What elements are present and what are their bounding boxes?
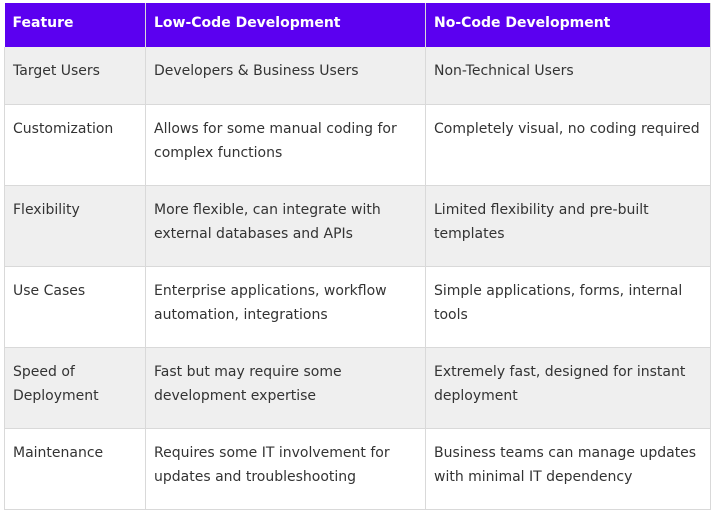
table-row: Maintenance Requires some IT involvement… [4, 428, 711, 510]
low-code-cell: Requires some IT involvement for updates… [145, 428, 426, 510]
low-code-cell: Fast but may require some development ex… [145, 347, 426, 429]
no-code-cell: Non-Technical Users [425, 47, 711, 105]
header-feature: Feature [4, 3, 146, 47]
header-no-code: No-Code Development [425, 3, 711, 47]
feature-cell: Customization [4, 104, 146, 186]
no-code-cell: Limited flexibility and pre-built templa… [425, 185, 711, 267]
low-code-cell: Enterprise applications, workflow automa… [145, 266, 426, 348]
feature-cell: Maintenance [4, 428, 146, 510]
no-code-cell: Business teams can manage updates with m… [425, 428, 711, 510]
table-row: Speed of Deployment Fast but may require… [4, 347, 711, 429]
low-code-cell: More flexible, can integrate with extern… [145, 185, 426, 267]
table-row: Customization Allows for some manual cod… [4, 104, 711, 186]
table-row: Target Users Developers & Business Users… [4, 47, 711, 105]
header-low-code: Low-Code Development [145, 3, 426, 47]
feature-cell: Flexibility [4, 185, 146, 267]
table-row: Use Cases Enterprise applications, workf… [4, 266, 711, 348]
feature-cell: Speed of Deployment [4, 347, 146, 429]
feature-cell: Target Users [4, 47, 146, 105]
table-body: Target Users Developers & Business Users… [4, 47, 711, 510]
no-code-cell: Extremely fast, designed for instant dep… [425, 347, 711, 429]
comparison-table: Feature Low-Code Development No-Code Dev… [4, 3, 711, 510]
header-row: Feature Low-Code Development No-Code Dev… [4, 3, 711, 47]
table-header: Feature Low-Code Development No-Code Dev… [4, 3, 711, 47]
low-code-cell: Allows for some manual coding for comple… [145, 104, 426, 186]
feature-cell: Use Cases [4, 266, 146, 348]
no-code-cell: Simple applications, forms, internal too… [425, 266, 711, 348]
table-row: Flexibility More flexible, can integrate… [4, 185, 711, 267]
low-code-cell: Developers & Business Users [145, 47, 426, 105]
no-code-cell: Completely visual, no coding required [425, 104, 711, 186]
